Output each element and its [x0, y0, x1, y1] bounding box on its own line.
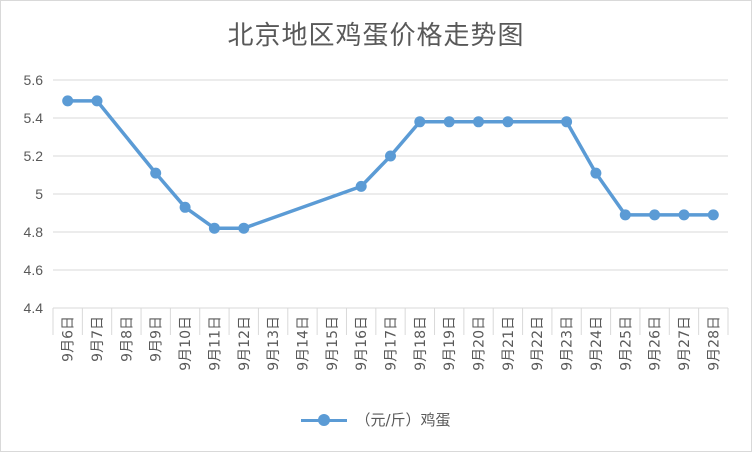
data-point	[443, 116, 455, 128]
data-point	[238, 222, 250, 234]
data-point	[179, 201, 191, 213]
y-tick-label: 5.4	[24, 110, 44, 126]
x-tick-label: 9月7日	[90, 316, 106, 362]
x-tick-label: 9月26日	[648, 316, 664, 371]
data-point	[561, 116, 573, 128]
x-tick-label: 9月20日	[472, 316, 488, 371]
legend-label: （元/斤）鸡蛋	[355, 411, 451, 429]
x-tick-label: 9月27日	[677, 316, 693, 371]
y-tick-label: 5.2	[24, 148, 44, 164]
x-tick-label: 9月6日	[61, 316, 77, 362]
y-tick-label: 5.6	[24, 72, 44, 88]
x-tick-label: 9月28日	[706, 316, 722, 371]
x-tick-label: 9月10日	[178, 316, 194, 371]
y-tick-label: 5	[35, 186, 43, 202]
x-tick-label: 9月8日	[119, 316, 135, 362]
legend-line-marker-icon	[301, 413, 348, 427]
data-point	[62, 95, 74, 107]
x-tick-label: 9月15日	[325, 316, 341, 371]
data-point	[590, 167, 602, 179]
data-point	[385, 150, 396, 162]
x-tick-label: 9月17日	[384, 316, 400, 371]
data-point	[473, 116, 484, 128]
data-point	[150, 167, 162, 179]
data-point	[707, 209, 719, 221]
data-point	[208, 222, 220, 234]
x-tick-label: 9月14日	[295, 316, 311, 371]
x-tick-label: 9月22日	[530, 316, 546, 371]
x-tick-label: 9月24日	[589, 316, 605, 371]
y-tick-label: 4.8	[24, 224, 44, 240]
x-tick-label: 9月11日	[207, 316, 223, 371]
x-tick-label: 9月12日	[237, 316, 253, 371]
data-point	[649, 209, 661, 221]
legend: （元/斤）鸡蛋	[1, 409, 751, 430]
x-tick-label: 9月9日	[149, 316, 165, 362]
data-point	[678, 209, 690, 221]
x-tick-label: 9月18日	[413, 316, 429, 371]
data-point	[355, 180, 367, 192]
data-point	[502, 116, 514, 128]
data-point	[414, 116, 426, 128]
x-tick-label: 9月19日	[442, 316, 458, 371]
x-tick-label: 9月25日	[618, 316, 634, 371]
data-point	[91, 95, 103, 107]
x-tick-label: 9月21日	[501, 316, 517, 371]
x-tick-label: 9月16日	[354, 316, 370, 371]
x-tick-label: 9月23日	[560, 316, 576, 371]
series-line	[65, 99, 716, 230]
x-tick-label: 9月13日	[266, 316, 282, 371]
y-tick-label: 4.6	[24, 262, 44, 278]
y-tick-label: 4.4	[24, 300, 44, 316]
chart-title: 北京地区鸡蛋价格走势图	[227, 21, 525, 51]
data-point	[619, 209, 631, 221]
